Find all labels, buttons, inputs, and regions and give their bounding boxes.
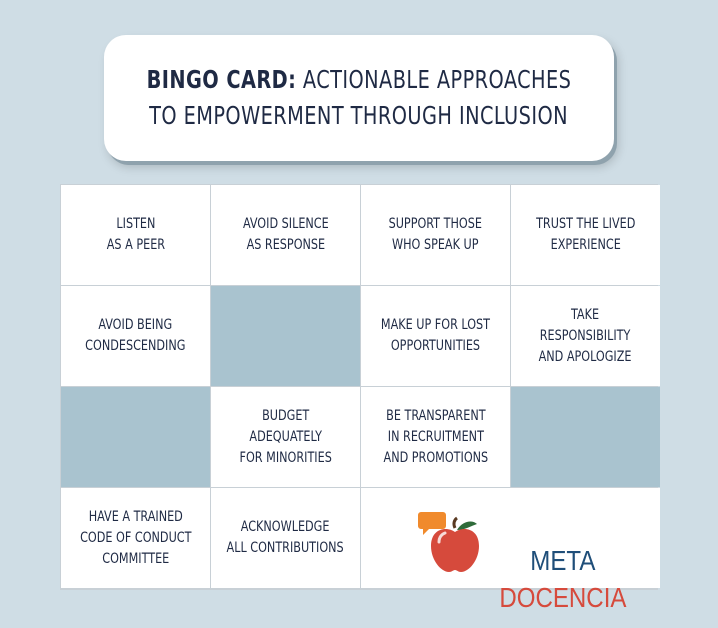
bingo-cell-responsibility: TAKE RESPONSIBILITY AND APOLOGIZE <box>511 286 660 386</box>
title-line-1: BINGO CARD: ACTIONABLE APPROACHES <box>147 62 572 98</box>
bingo-cell-support: SUPPORT THOSE WHO SPEAK UP <box>361 185 510 285</box>
metadocencia-logo: Meta Docencia <box>417 508 626 613</box>
bingo-cell-empty <box>211 286 360 386</box>
logo-cell: Meta Docencia <box>361 488 660 613</box>
bingo-cell-empty <box>511 387 660 487</box>
title-bold: BINGO CARD: <box>146 65 297 94</box>
bingo-cell-budget: BUDGET ADEQUATELY FOR MINORITIES <box>211 387 360 487</box>
bingo-cell-condescending: AVOID BEING CONDESCENDING <box>61 286 210 386</box>
bingo-cell-listen: LISTEN AS A PEER <box>61 185 210 285</box>
bingo-grid: LISTEN AS A PEER AVOID SILENCE AS RESPON… <box>60 184 660 613</box>
apple-speech-bubble-icon <box>418 512 479 572</box>
bingo-cell-acknowledge: ACKNOWLEDGE ALL CONTRIBUTIONS <box>211 488 360 588</box>
bingo-cell-avoid-silence: AVOID SILENCE AS RESPONSE <box>211 185 360 285</box>
logo-text: Meta Docencia <box>489 514 637 619</box>
title-rest: ACTIONABLE APPROACHES <box>296 65 572 94</box>
bingo-cell-lost-opportunities: MAKE UP FOR LOST OPPORTUNITIES <box>361 286 510 386</box>
bingo-cell-transparent: BE TRANSPARENT IN RECRUITMENT AND PROMOT… <box>361 387 510 487</box>
logo-docencia: Docencia <box>499 582 627 613</box>
bingo-cell-trust: TRUST THE LIVED EXPERIENCE <box>511 185 660 285</box>
bingo-cell-empty <box>61 387 210 487</box>
bingo-cell-code-of-conduct: HAVE A TRAINED CODE OF CONDUCT COMMITTEE <box>61 488 210 588</box>
logo-meta: Meta <box>530 545 596 576</box>
title-line-2: TO EMPOWERMENT THROUGH INCLUSION <box>149 101 569 130</box>
title-card: BINGO CARD: ACTIONABLE APPROACHES TO EMP… <box>104 35 614 161</box>
